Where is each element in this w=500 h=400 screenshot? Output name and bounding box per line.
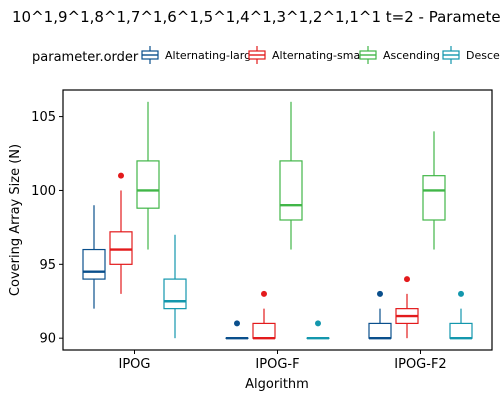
box-body	[279, 160, 303, 221]
box-body	[368, 322, 392, 339]
box-ascending-ipog	[136, 101, 160, 250]
box-body	[82, 248, 106, 280]
y-tick-label: 95	[39, 258, 56, 273]
legend: parameter.order Alternating-large Alterna…	[32, 46, 500, 65]
y-tick-label: 100	[31, 184, 56, 199]
legend-item-ascending: Ascending	[359, 46, 440, 64]
box-ascending-ipog-f2	[422, 131, 446, 250]
box-body	[252, 322, 276, 339]
legend-title: parameter.order	[32, 50, 139, 65]
box-alternating-large-ipog-f2	[368, 290, 392, 340]
y-axis-title: Covering Array Size (N)	[8, 144, 23, 296]
box-descending-ipog-f	[306, 320, 330, 340]
box-body	[136, 160, 160, 209]
box-alternating-small-ipog	[109, 172, 133, 294]
legend-item-alternating-small: Alternating-small	[248, 46, 366, 64]
boxes-layer	[82, 101, 473, 340]
box-body	[449, 322, 473, 339]
outlier-point	[404, 276, 410, 283]
x-axis-title: Algorithm	[245, 377, 309, 392]
box-alternating-large-ipog-f	[225, 320, 249, 340]
legend-entries: Alternating-large Alternating-small Ascend…	[141, 46, 500, 64]
x-tick-label: IPOG-F	[255, 357, 299, 372]
legend-label: Alternating-small	[272, 49, 366, 62]
box-ascending-ipog-f	[279, 101, 303, 250]
legend-item-descending: Descending	[442, 46, 500, 64]
y-tick-label: 90	[39, 332, 56, 347]
box-body	[109, 231, 133, 265]
box-descending-ipog-f2	[449, 290, 473, 340]
outlier-point	[315, 320, 321, 327]
legend-label: Ascending	[383, 49, 440, 62]
y-tick-label: 105	[31, 110, 56, 125]
x-tick-label: IPOG	[119, 357, 151, 372]
legend-label: Alternating-large	[165, 49, 258, 62]
legend-label: Descending	[466, 49, 500, 62]
box-descending-ipog	[163, 234, 187, 339]
x-tick-label: IPOG-F2	[394, 357, 446, 372]
outlier-point	[234, 320, 240, 327]
box-body	[422, 175, 446, 221]
box-body	[163, 278, 187, 310]
box-alternating-small-ipog-f	[252, 290, 276, 340]
outlier-point	[261, 290, 267, 297]
legend-item-alternating-large: Alternating-large	[141, 46, 258, 64]
outlier-point	[377, 290, 383, 297]
box-alternating-large-ipog	[82, 205, 106, 309]
outlier-point	[458, 290, 464, 297]
outlier-point	[118, 172, 124, 179]
x-axis: IPOG IPOG-F IPOG-F2	[119, 350, 447, 372]
chart-title: 10^1,9^1,8^1,7^1,6^1,5^1,4^1,3^1,2^1,1^1…	[12, 8, 500, 26]
box-alternating-small-ipog-f2	[395, 276, 419, 339]
y-axis: 90 95 100 105	[31, 110, 63, 347]
